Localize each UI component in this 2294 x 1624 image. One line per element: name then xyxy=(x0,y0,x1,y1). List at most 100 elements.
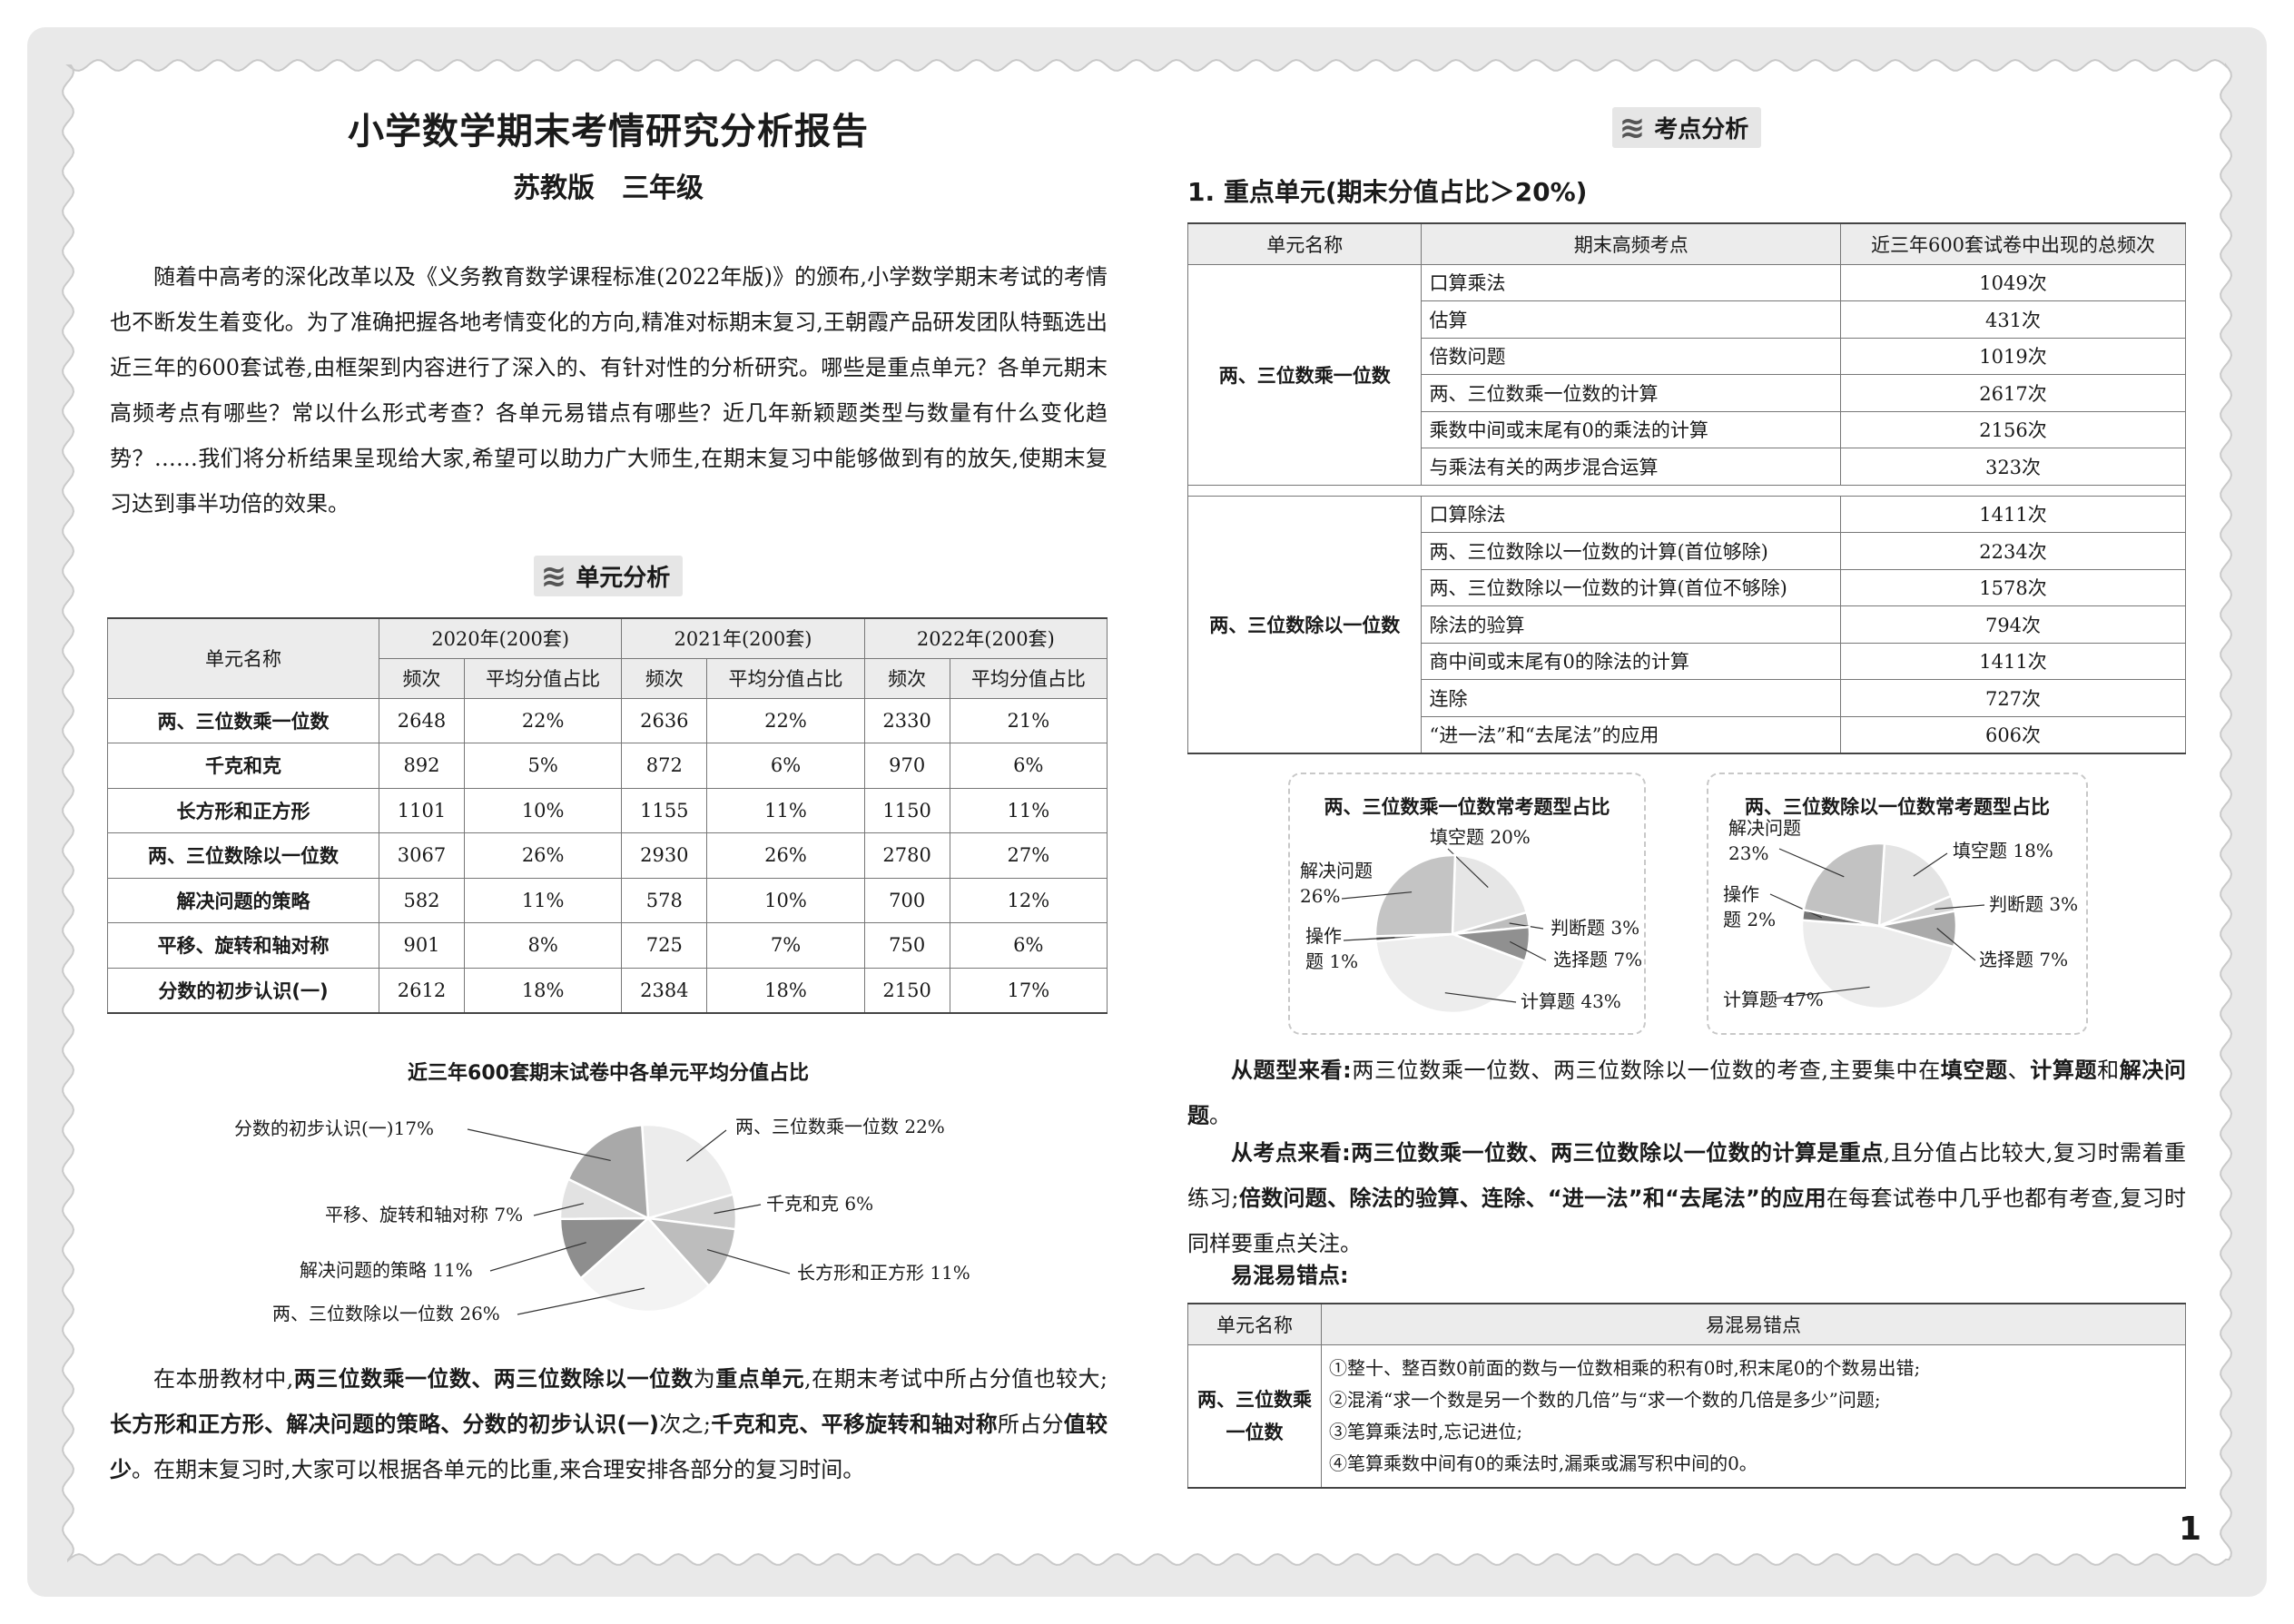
frequency-cell: 727次 xyxy=(1840,679,2186,717)
table-row: 除法的验算 794次 xyxy=(1188,605,2186,644)
key-point-cell: 除法的验算 xyxy=(1421,605,1841,644)
emphasis-text: 值较少 xyxy=(110,1412,1108,1482)
header-frequency: 频次 xyxy=(379,657,465,699)
unit-name-cell: 千克和克 xyxy=(107,743,379,789)
pie-slice-2-0 xyxy=(1877,842,1953,928)
table-row: 估算 431次 xyxy=(1188,300,2186,339)
key-point-cell: 倍数问题 xyxy=(1421,337,1841,375)
table-row: 乘数中间或末尾有0的乘法的计算 2156次 xyxy=(1188,410,2186,448)
pie-slice-2-3 xyxy=(1800,919,1955,1010)
ratio-cell: 22% xyxy=(706,697,865,743)
page-title: 小学数学期末考情研究分析报告 xyxy=(348,111,869,153)
pie-title: 两、三位数乘一位数常考题型占比 xyxy=(1324,796,1610,818)
unit-name-cell: 分数的初步认识(一) xyxy=(107,967,379,1013)
pie-label-line: 26% xyxy=(1300,885,1341,907)
key-point-cell: 口算除法 xyxy=(1421,495,1841,533)
leader-line xyxy=(1343,937,1395,941)
pie-slice-0-2 xyxy=(645,1216,737,1288)
emphasis-text: 两三位数乘一位数、两三位数除以一位数 xyxy=(293,1366,694,1392)
mistake-item: ②混淆“求一个数是另一个数的几倍”与“求一个数的几倍是多少”问题; xyxy=(1329,1388,1881,1411)
key-point-cell: 乘数中间或末尾有0的乘法的计算 xyxy=(1421,410,1841,448)
frequency-cell: 2384 xyxy=(621,967,708,1013)
pie-label: 填空题 20% xyxy=(1430,826,1531,848)
pie-label-line: 操作 xyxy=(1305,925,1342,947)
ratio-cell: 11% xyxy=(706,787,865,833)
leader-line xyxy=(706,1249,791,1275)
frequency-cell: 606次 xyxy=(1840,715,2186,753)
header-unit-name: 单元名称 xyxy=(107,617,379,699)
ratio-cell: 27% xyxy=(949,832,1108,879)
section-header-point-analysis: ≋ 考点分析 xyxy=(1611,107,1762,148)
leader-line xyxy=(1444,992,1517,1003)
pie-label: 判断题 3% xyxy=(1551,917,1640,939)
pie-label: 两、三位数乘一位数 22% xyxy=(735,1116,945,1137)
ratio-cell: 6% xyxy=(949,743,1108,789)
frequency-cell: 1019次 xyxy=(1840,337,2186,375)
ratio-cell: 17% xyxy=(949,967,1108,1013)
table-row: 千克和克 892 5% 872 6% 970 6% xyxy=(107,743,1108,789)
ratio-cell: 11% xyxy=(463,877,623,923)
key-unit-heading: 1. 重点单元(期末分值占比＞20%) xyxy=(1187,177,1588,207)
table-row: 两、三位数除以一位数的计算(首位够除) 2234次 xyxy=(1188,532,2186,570)
section-header-wrap-right: ≋ 考点分析 xyxy=(1187,107,2186,148)
unit-name-cell: 两、三位数乘一位数 xyxy=(1187,1343,1322,1489)
frequency-cell: 970 xyxy=(863,743,950,789)
header-frequency: 频次 xyxy=(621,657,708,699)
leader-line xyxy=(1509,922,1544,930)
table-row: 倍数问题 1019次 xyxy=(1188,337,2186,375)
leader-line xyxy=(1778,848,1845,878)
pie-label: 计算题 47% xyxy=(1723,989,1824,1010)
key-points-table: 单元名称 期末高频考点 近三年600套试卷中出现的总频次 两、三位数乘一位数 口算乘法 1… xyxy=(1186,222,2186,754)
pie-box-multiplication: 两、三位数乘一位数常考题型占比 xyxy=(1288,773,1646,1035)
header-year: 2022年(200套) xyxy=(863,617,1108,659)
table-row: 两、三位数乘一位数的计算 2617次 xyxy=(1188,374,2186,412)
ratio-cell: 18% xyxy=(706,967,865,1013)
table-row: 商中间或末尾有0的除法的计算 1411次 xyxy=(1188,642,2186,680)
paragraph-text: 、 xyxy=(2007,1058,2031,1083)
header-year: 2021年(200套) xyxy=(621,617,865,659)
pie-slice-2-5 xyxy=(1802,842,1886,928)
page-number: 1 xyxy=(2179,1511,2202,1548)
pie-label: 解决问题 23% xyxy=(1728,815,1801,866)
unit-ratio-pie-chart xyxy=(467,1123,791,1315)
leader-line xyxy=(1935,904,1985,910)
unit-analysis-table: 单元名称 2020年(200套) 2021年(200套) 2022年(200套) 频次平… xyxy=(107,617,1108,1014)
pie-label: 操作题 2% xyxy=(1723,881,1776,932)
emphasis-text: 计算题 xyxy=(2030,1058,2098,1083)
pie-label: 判断题 3% xyxy=(1989,893,2079,915)
frequency-cell: 2150 xyxy=(863,967,950,1013)
pie-label-line: 题 2% xyxy=(1723,909,1777,930)
wave-icon: ≋ xyxy=(540,557,567,595)
leader-line xyxy=(1936,928,1976,961)
pie-label: 千克和克 6% xyxy=(766,1193,874,1215)
table-row: 两、三位数除以一位数 3067 26% 2930 26% 2780 27% xyxy=(107,832,1108,879)
pie-label: 平移、旋转和轴对称 7% xyxy=(325,1204,524,1225)
pie-label: 解决问题 26% xyxy=(1300,858,1373,909)
table-row: 两、三位数除以一位数的计算(首位不够除) 1578次 xyxy=(1188,568,2186,606)
key-point-cell: 估算 xyxy=(1421,300,1841,339)
chart-title: 近三年600套期末试卷中各单元平均分值占比 xyxy=(408,1062,809,1085)
pie-label-line: 23% xyxy=(1728,842,1769,864)
mistake-item: ④笔算乘数中间有0的乘法时,漏乘或漏写积中间的0。 xyxy=(1329,1452,1757,1474)
ratio-cell: 18% xyxy=(463,967,623,1013)
ratio-cell: 10% xyxy=(706,877,865,923)
leader-line xyxy=(517,1287,645,1315)
header-year: 2020年(200套) xyxy=(378,617,623,659)
mistakes-table: 单元名称 易混易错点 两、三位数乘一位数 ①整十、整百数0前面的数与一位数相乘的积有0… xyxy=(1187,1303,2186,1489)
table-row: “进一法”和“去尾法”的应用 606次 xyxy=(1188,715,2186,753)
pie-label: 选择题 7% xyxy=(1979,949,2069,970)
pie-label: 分数的初步认识(一)17% xyxy=(234,1117,435,1139)
emphasis-text: 千克和克、平移旋转和轴对称 xyxy=(710,1412,998,1437)
ratio-cell: 10% xyxy=(463,787,623,833)
key-point-paragraph: 从考点来看:两三位数乘一位数、两三位数除以一位数的计算是重点,且分值占比较大,复… xyxy=(1187,1130,2186,1266)
spacer-cell xyxy=(1187,484,2186,497)
pie-label-line: 操作 xyxy=(1723,883,1759,905)
frequency-cell: 901 xyxy=(379,922,465,969)
group-spacer xyxy=(1187,484,2186,497)
mistake-item: ①整十、整百数0前面的数与一位数相乘的积有0时,积末尾0的个数易出错; xyxy=(1329,1356,1921,1379)
question-type-paragraph: 从题型来看:两三位数乘一位数、两三位数除以一位数的考查,主要集中在填空题、计算题… xyxy=(1187,1048,2186,1138)
leader-line xyxy=(714,1204,762,1215)
frequency-cell: 1411次 xyxy=(1840,642,2186,680)
header-cell: 近三年600套试卷中出现的总频次 xyxy=(1840,222,2186,265)
